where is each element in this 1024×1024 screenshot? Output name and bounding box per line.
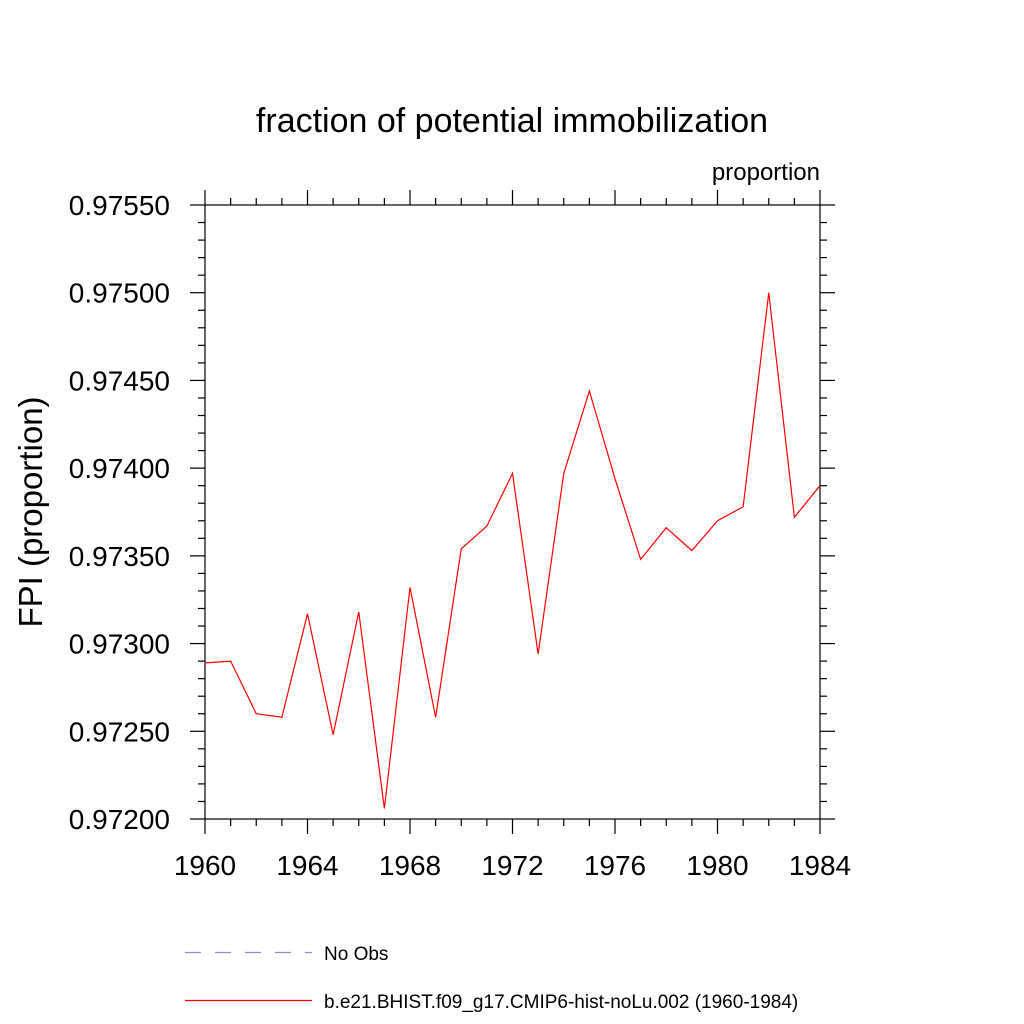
- chart-title: fraction of potential immobilization: [256, 102, 768, 140]
- x-tick-label: 1960: [174, 850, 236, 881]
- x-tick-labels: 1960 1964 1968 1972 1976 1980 1984: [174, 850, 851, 881]
- x-tick-label: 1984: [789, 850, 851, 881]
- y-tick-label: 0.97300: [69, 629, 170, 660]
- y-tick-label: 0.97250: [69, 716, 170, 747]
- y-axis-label: FPI (proportion): [12, 396, 49, 627]
- y-tick-label: 0.97350: [69, 541, 170, 572]
- x-tick-label: 1964: [276, 850, 338, 881]
- minor-ticks: [198, 198, 827, 826]
- series-line: [204, 292, 821, 809]
- x-tick-label: 1976: [584, 850, 646, 881]
- y-tick-label: 0.97450: [69, 365, 170, 396]
- y-tick-label: 0.97400: [69, 453, 170, 484]
- plot-frame: [204, 204, 821, 820]
- x-tick-label: 1968: [379, 850, 441, 881]
- units-label: proportion: [712, 159, 820, 186]
- y-tick-label: 0.97500: [69, 278, 170, 309]
- x-tick-label: 1980: [686, 850, 748, 881]
- series-lines: [204, 292, 821, 809]
- legend: No Obs b.e21.BHIST.f09_g17.CMIP6-hist-noL…: [185, 944, 798, 1013]
- y-tick-label: 0.97550: [69, 190, 170, 221]
- y-tick-label: 0.97200: [69, 804, 170, 835]
- legend-label: No Obs: [324, 944, 388, 965]
- y-tick-labels: 0.97200 0.97250 0.97300 0.97350 0.97400 0.974…: [69, 190, 170, 835]
- x-tick-label: 1972: [481, 850, 543, 881]
- major-ticks: [190, 190, 835, 834]
- legend-label: b.e21.BHIST.f09_g17.CMIP6-hist-noLu.002 …: [324, 992, 798, 1013]
